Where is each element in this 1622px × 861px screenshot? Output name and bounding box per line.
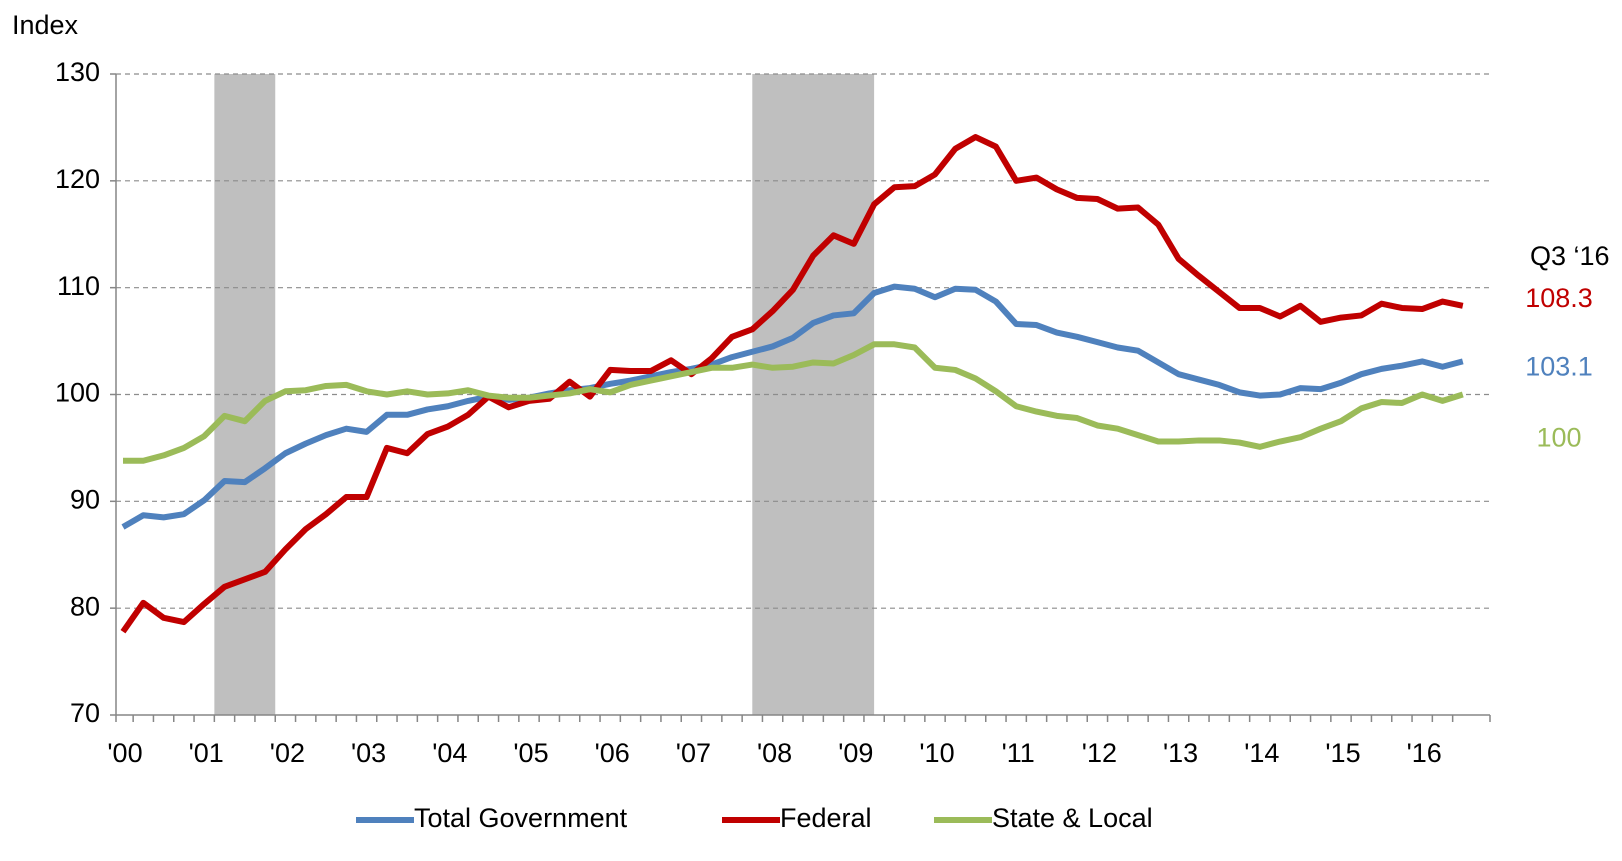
x-tick-label: '15 <box>1325 738 1360 768</box>
end-value-label: 108.3 <box>1525 283 1593 313</box>
end-value-label: 100 <box>1536 423 1581 453</box>
line-series <box>123 341 1464 464</box>
x-tick-label: '11 <box>1002 738 1035 768</box>
y-tick-label: 90 <box>70 484 100 514</box>
y-tick-label: 120 <box>55 164 100 194</box>
x-tick-label: '08 <box>757 738 792 768</box>
x-tick-label: '04 <box>432 738 467 768</box>
line-series <box>121 283 1464 530</box>
legend-label: Total Government <box>414 803 628 833</box>
x-tick-label: '13 <box>1163 738 1198 768</box>
legend-label: Federal <box>780 803 872 833</box>
y-tick-label: 100 <box>55 378 100 408</box>
y-tick-label: 130 <box>55 57 100 87</box>
x-tick-label: '05 <box>513 738 548 768</box>
x-tick-label: '00 <box>107 738 142 768</box>
y-tick-label: 110 <box>57 271 100 301</box>
y-axis-label: Index <box>12 10 79 40</box>
end-value-label: 103.1 <box>1525 352 1593 382</box>
x-tick-label: '10 <box>919 738 954 768</box>
x-tick-label: '09 <box>838 738 873 768</box>
x-tick-label: '14 <box>1244 738 1279 768</box>
x-tick-label: '07 <box>676 738 711 768</box>
y-tick-label: 70 <box>70 698 100 728</box>
y-tick-label: 80 <box>70 591 100 621</box>
x-tick-label: '12 <box>1082 738 1117 768</box>
x-tick-label: '16 <box>1407 738 1442 768</box>
x-tick-label: '02 <box>270 738 305 768</box>
line-series <box>120 134 1464 634</box>
x-tick-label: '03 <box>351 738 386 768</box>
x-tick-label: '01 <box>189 738 224 768</box>
x-tick-label: '06 <box>595 738 630 768</box>
annotation: Q3 ‘16 <box>1530 241 1610 271</box>
legend-label: State & Local <box>992 803 1153 833</box>
